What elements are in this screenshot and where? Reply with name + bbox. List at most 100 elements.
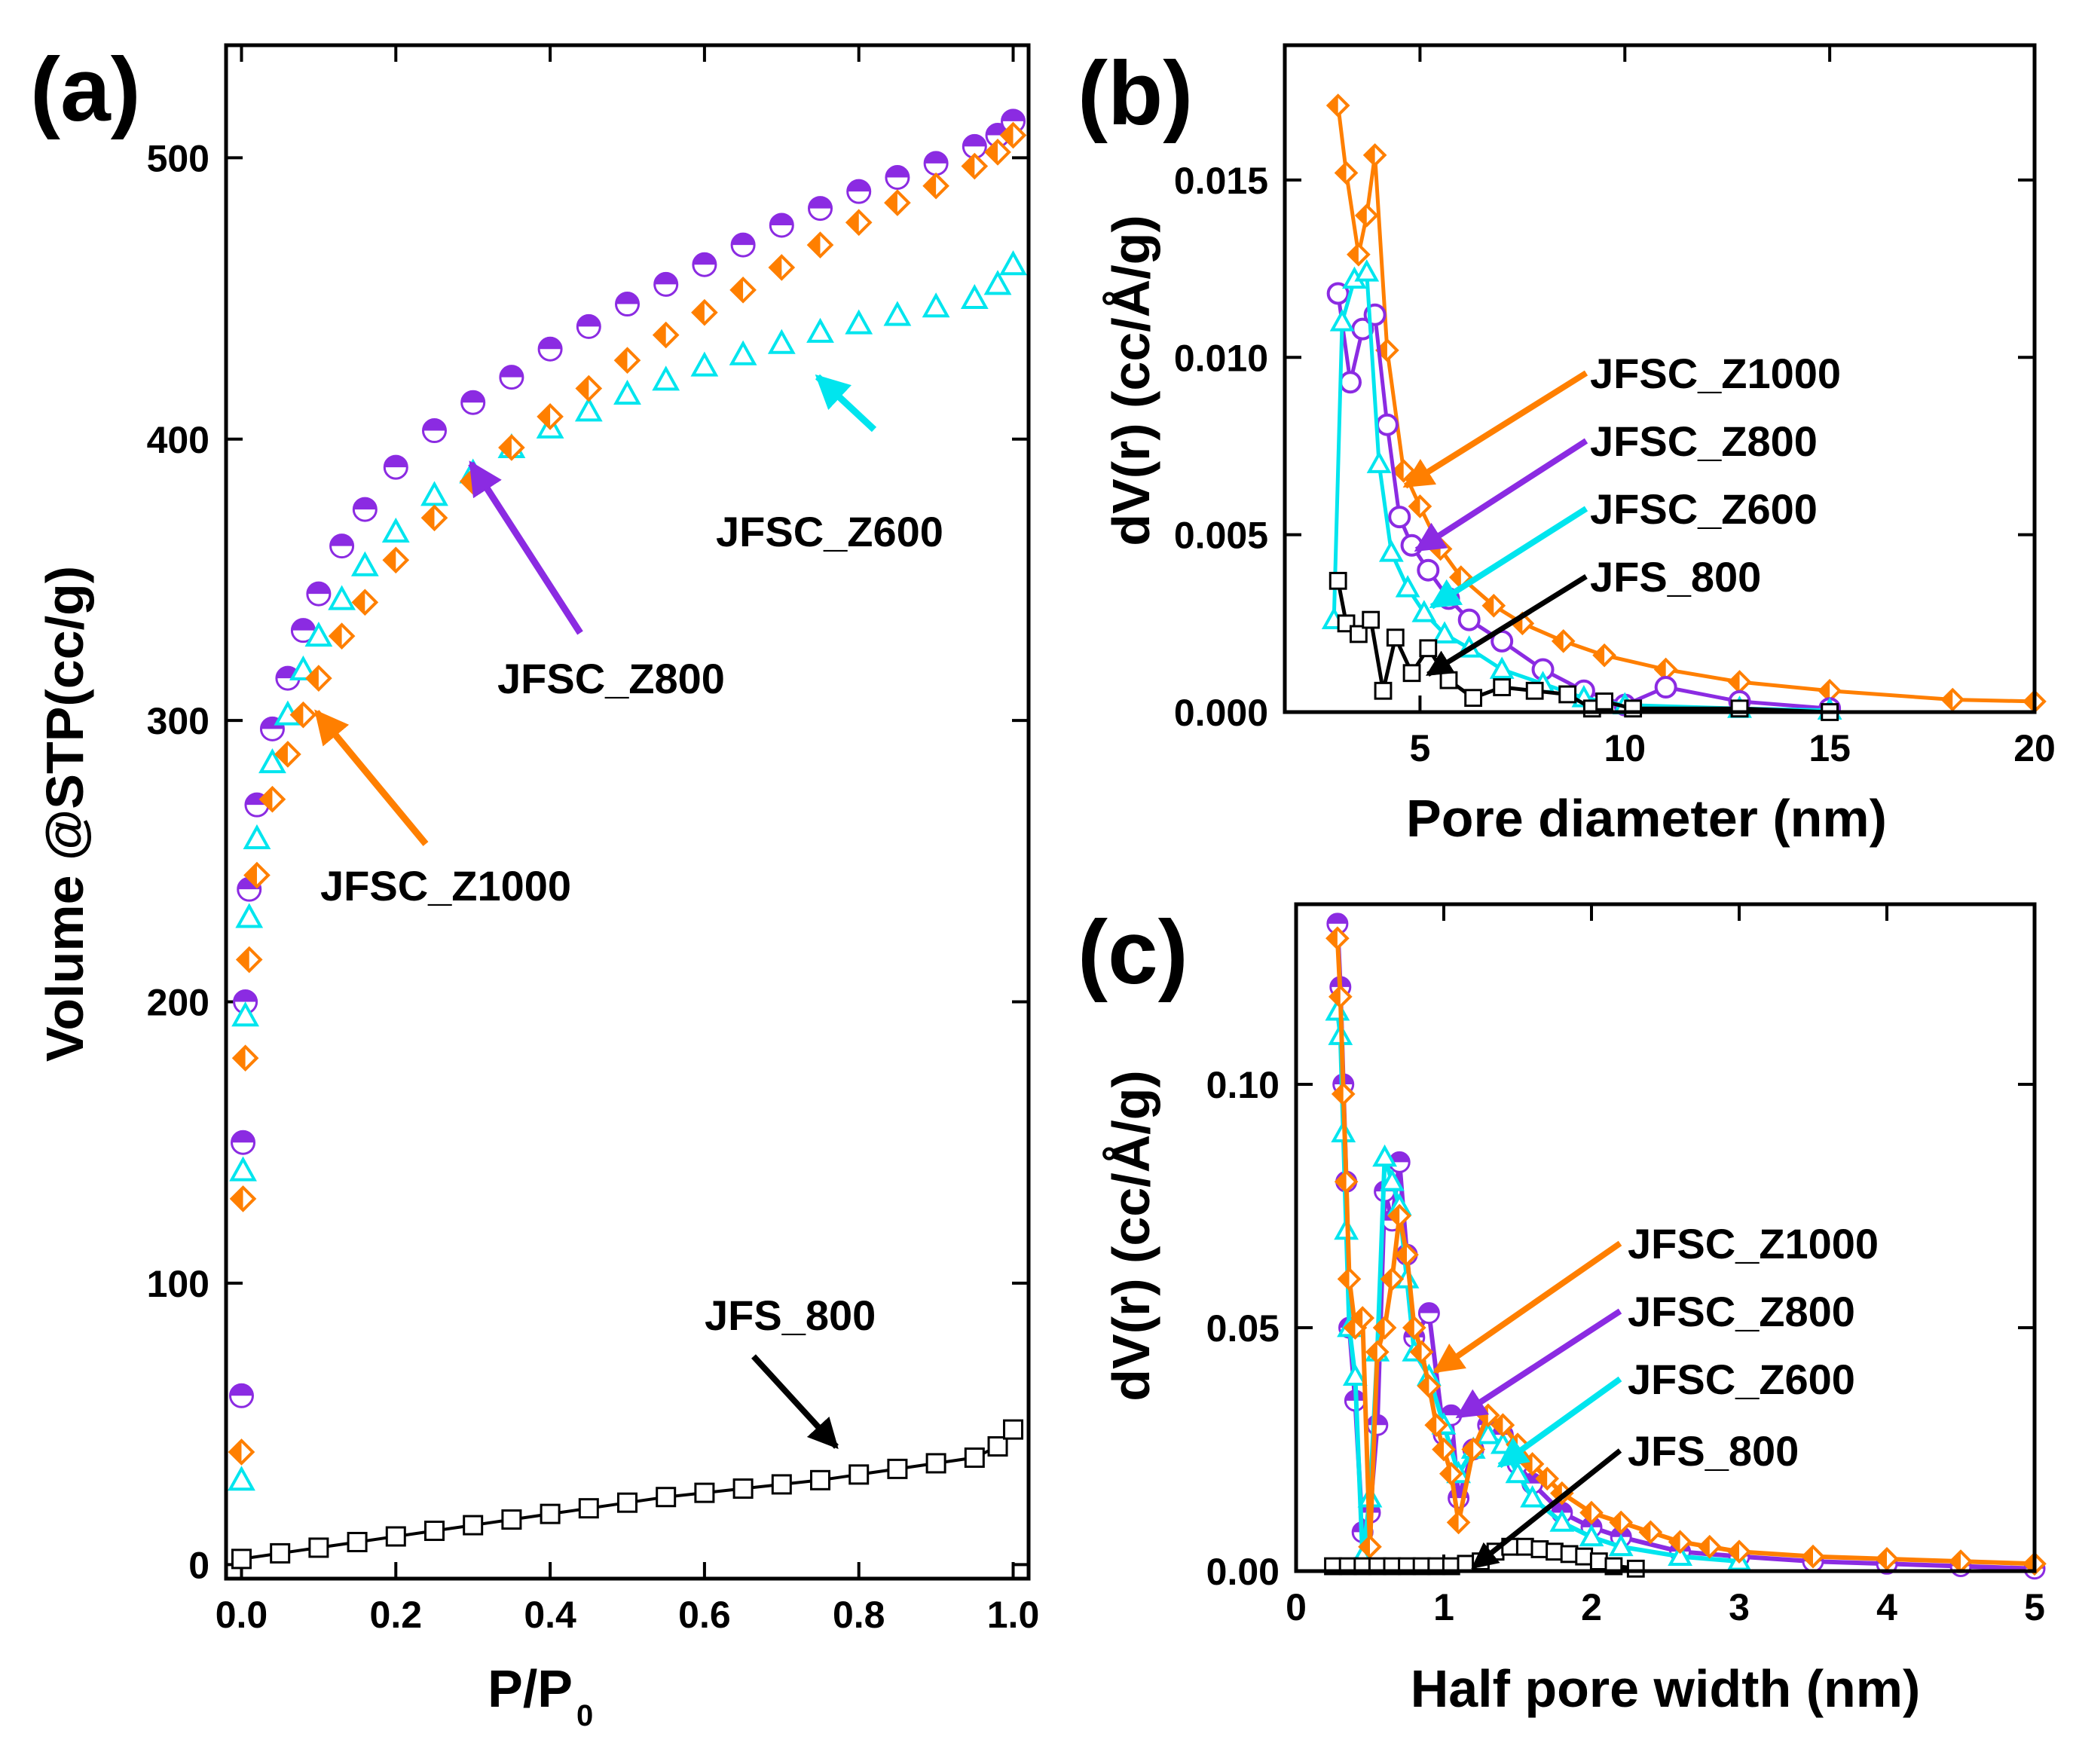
data-point [1366,1414,1389,1436]
data-point [1362,610,1380,629]
panel-a-arrow-z1000 [313,709,429,846]
panel-b-frame [1283,43,2037,714]
panel-a-series [228,109,1027,1570]
data-point [498,434,525,461]
y-tick-label: 300 [147,700,209,742]
panel-a-arrow-z600 [815,374,877,433]
data-point [690,351,719,377]
data-point [328,622,356,650]
data-point [1380,1267,1405,1292]
panel-a-xlabel-subscript: 0 [576,1699,593,1732]
data-point [806,317,834,343]
data-point [351,589,379,616]
data-point [1417,1302,1440,1325]
y-tick-label: 0.000 [1174,692,1268,734]
panel-a-label-z600: JFSC_Z600 [716,508,943,555]
data-point [999,250,1027,276]
data-point [845,209,873,237]
data-point [1608,1533,1634,1557]
data-point [962,133,987,159]
series-line [241,1428,1014,1561]
data-point [767,329,796,354]
data-point [229,1185,257,1212]
panel-c-arrow-z800 [1455,1308,1622,1420]
data-point [420,481,448,506]
data-point [350,551,379,576]
data-point [808,196,833,222]
data-point [1457,608,1481,631]
panel-b-label: (b) [1078,43,1193,144]
data-point [1003,1419,1024,1440]
data-point [289,701,317,729]
x-tick-label: 1.0 [987,1594,1040,1636]
data-point [499,365,524,390]
data-point [308,1537,329,1558]
panel-c-annotations: JFSC_Z1000 JFSC_Z800 JFSC_Z600 JFS_800 [1432,1220,1879,1570]
data-point [347,1531,368,1552]
x-tick-label: 0.4 [524,1594,576,1636]
data-point [1387,1203,1412,1228]
data-point [1358,1534,1382,1559]
data-point [1329,309,1355,332]
data-point [1697,1534,1722,1559]
data-point [1395,1243,1419,1267]
data-point [1727,670,1752,694]
data-point [537,336,563,362]
data-point [1439,671,1458,689]
panel-c: (c) 0 1 2 3 4 5 0.00 0.05 0.10 Half pore width (… [1078,902,2047,1718]
data-point [964,1447,985,1468]
data-point [381,517,410,543]
data-point [961,152,989,180]
panel-b-ticks: 5 10 15 20 0.000 0.005 0.010 0.015 [1174,45,2056,769]
panel-a-label-z800: JFSC_Z800 [497,655,725,702]
y-tick-label: 0.010 [1174,337,1268,379]
data-point [537,403,564,430]
data-point [768,254,796,281]
data-point [1439,1461,1463,1486]
x-tick-label: 20 [2013,727,2056,769]
y-tick-label: 0.05 [1206,1307,1280,1350]
data-point [1402,664,1421,683]
data-point [1481,593,1506,618]
data-point [289,655,317,680]
data-point [1326,913,1349,935]
panel-a-label: (a) [30,39,141,140]
data-point [421,418,447,444]
data-point [1575,1547,1594,1566]
data-point [231,1001,260,1027]
x-tick-label: 4 [1876,1586,1897,1628]
x-tick-label: 0 [1286,1586,1307,1628]
data-point [383,454,408,480]
data-point [1417,1374,1442,1399]
data-point [960,283,989,310]
data-point [1328,571,1347,590]
data-point [304,622,333,647]
data-point [1325,926,1350,951]
data-point [1409,1340,1434,1365]
data-point [1464,689,1483,708]
panel-a-xlabel: P/P [488,1659,573,1718]
data-point [1419,639,1438,658]
data-point [806,231,834,258]
series-jfsc-z1000 [1325,93,2047,714]
data-point [1375,338,1399,362]
data-point [1525,681,1544,700]
panel-a-frame [224,43,1031,1581]
data-point [463,1515,484,1536]
data-point [540,1503,561,1524]
data-point [243,861,271,889]
data-point [1609,1510,1634,1535]
data-point [887,1458,908,1479]
data-point [1940,687,1965,712]
data-point [884,189,911,216]
x-tick-label: 0.8 [833,1594,885,1636]
panel-c-label-jfs800: JFS_800 [1628,1427,1799,1475]
data-point [1560,1545,1579,1564]
data-point [1520,1484,1545,1508]
panel-b-arrow-jfs800 [1426,574,1588,677]
data-point [1493,678,1512,696]
x-tick-label: 10 [1604,727,1646,769]
y-tick-label: 500 [147,137,209,179]
data-point [275,665,301,691]
